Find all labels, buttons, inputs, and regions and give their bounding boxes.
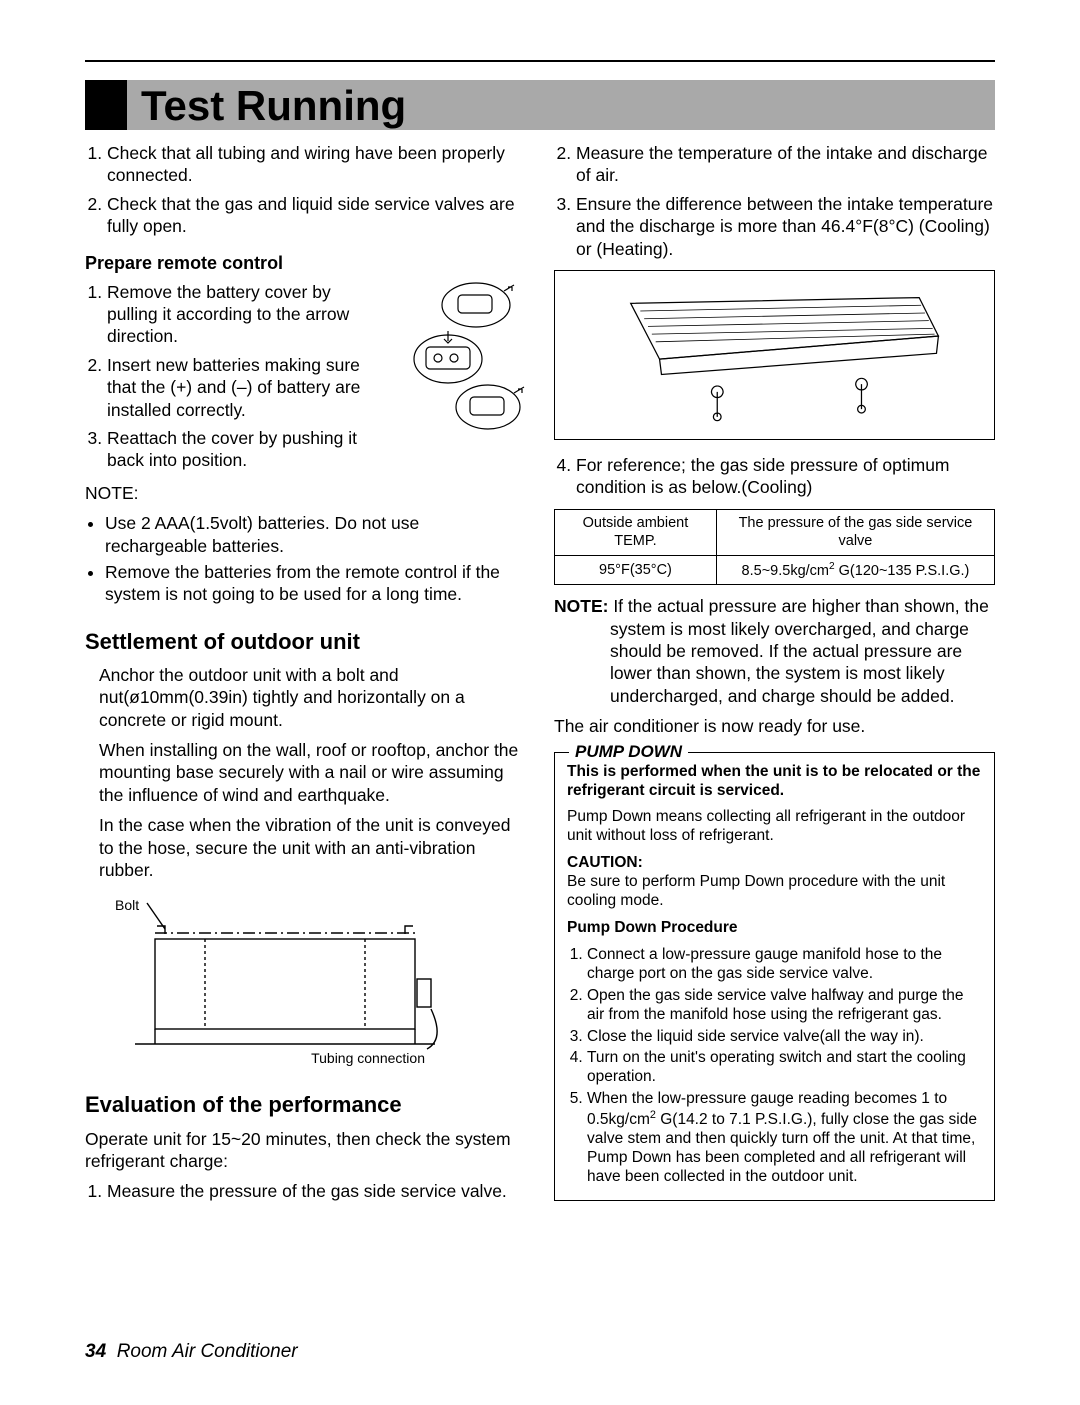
evaluation-list: Measure the pressure of the gas side ser… (85, 1180, 526, 1202)
initial-checks-list: Check that all tubing and wiring have be… (85, 142, 526, 238)
tubing-label: Tubing connection (311, 1050, 425, 1068)
bolt-label: Bolt (115, 897, 139, 915)
table-row: 95°F(35°C) 8.5~9.5kg/cm2 G(120~135 P.S.I… (555, 555, 995, 584)
paragraph: In the case when the vibration of the un… (99, 814, 526, 881)
paragraph: When installing on the wall, roof or roo… (99, 739, 526, 806)
table-header: Outside ambient TEMP. (555, 509, 717, 555)
page: Test Running Check that all tubing and w… (0, 0, 1080, 1405)
left-column: Check that all tubing and wiring have be… (85, 142, 526, 1213)
list-item: Ensure the difference between the intake… (576, 193, 995, 260)
pump-desc: Pump Down means collecting all refrigera… (567, 808, 982, 846)
list-item: Remove the battery cover by pulling it a… (107, 281, 386, 348)
page-title: Test Running (141, 84, 981, 128)
pressure-table: Outside ambient TEMP. The pressure of th… (554, 509, 995, 585)
settlement-body: Anchor the outdoor unit with a bolt and … (85, 664, 526, 882)
list-item: Measure the temperature of the intake an… (576, 142, 995, 187)
pump-down-box: PUMP DOWN This is performed when the uni… (554, 752, 995, 1201)
list-item: Close the liquid side service valve(all … (587, 1028, 982, 1047)
pump-intro: This is performed when the unit is to be… (567, 763, 982, 801)
right-step4: For reference; the gas side pressure of … (554, 454, 995, 499)
title-banner: Test Running (85, 80, 995, 130)
evaluation-heading: Evaluation of the performance (85, 1091, 526, 1119)
list-item: Connect a low-pressure gauge manifold ho… (587, 946, 982, 984)
list-item: Measure the pressure of the gas side ser… (107, 1180, 526, 1202)
note-list: Use 2 AAA(1.5volt) batteries. Do not use… (85, 512, 526, 606)
top-rule (85, 60, 995, 62)
list-item: Insert new batteries making sure that th… (107, 354, 386, 421)
title-bar: Test Running (127, 80, 995, 130)
prepare-steps: Remove the battery cover by pulling it a… (85, 281, 386, 482)
list-item: When the low-pressure gauge reading beco… (587, 1090, 982, 1187)
columns: Check that all tubing and wiring have be… (85, 142, 995, 1213)
settlement-heading: Settlement of outdoor unit (85, 628, 526, 656)
pump-proc-heading: Pump Down Procedure (567, 919, 982, 938)
page-number: 34 (85, 1341, 106, 1362)
pump-title: PUMP DOWN (575, 742, 682, 763)
right-column: Measure the temperature of the intake an… (554, 142, 995, 1213)
footer: 34 Room Air Conditioner (85, 1341, 298, 1363)
remote-battery-figure (396, 281, 526, 441)
indoor-unit-figure (554, 270, 995, 440)
list-item: Check that all tubing and wiring have be… (107, 142, 526, 187)
list-item: Turn on the unit's operating switch and … (587, 1049, 982, 1087)
caution-block: CAUTION:Be sure to perform Pump Down pro… (567, 854, 982, 911)
list-item: Remove the batteries from the remote con… (105, 561, 526, 606)
list-item: For reference; the gas side pressure of … (576, 454, 995, 499)
paragraph: Anchor the outdoor unit with a bolt and … (99, 664, 526, 731)
table-cell: 8.5~9.5kg/cm2 G(120~135 P.S.I.G.) (716, 555, 994, 584)
prepare-heading: Prepare remote control (85, 252, 526, 275)
pump-title-wrap: PUMP DOWN (569, 742, 688, 763)
prepare-row: Remove the battery cover by pulling it a… (85, 281, 526, 482)
pump-procedure-list: Connect a low-pressure gauge manifold ho… (567, 946, 982, 1187)
list-item: Check that the gas and liquid side servi… (107, 193, 526, 238)
list-item: Use 2 AAA(1.5volt) batteries. Do not use… (105, 512, 526, 557)
footer-title: Room Air Conditioner (117, 1341, 298, 1362)
table-cell: 95°F(35°C) (555, 555, 717, 584)
table-row: Outside ambient TEMP. The pressure of th… (555, 509, 995, 555)
pressure-note: NOTE: If the actual pressure are higher … (554, 595, 995, 707)
list-item: Reattach the cover by pushing it back in… (107, 427, 386, 472)
ready-text: The air conditioner is now ready for use… (554, 715, 995, 737)
outdoor-unit-figure: Bolt (105, 889, 465, 1069)
note-label: NOTE: (85, 482, 526, 504)
evaluation-intro: Operate unit for 15~20 minutes, then che… (85, 1128, 526, 1173)
right-steps-top: Measure the temperature of the intake an… (554, 142, 995, 260)
table-header: The pressure of the gas side service val… (716, 509, 994, 555)
title-block-icon (85, 80, 127, 130)
list-item: Open the gas side service valve halfway … (587, 987, 982, 1025)
